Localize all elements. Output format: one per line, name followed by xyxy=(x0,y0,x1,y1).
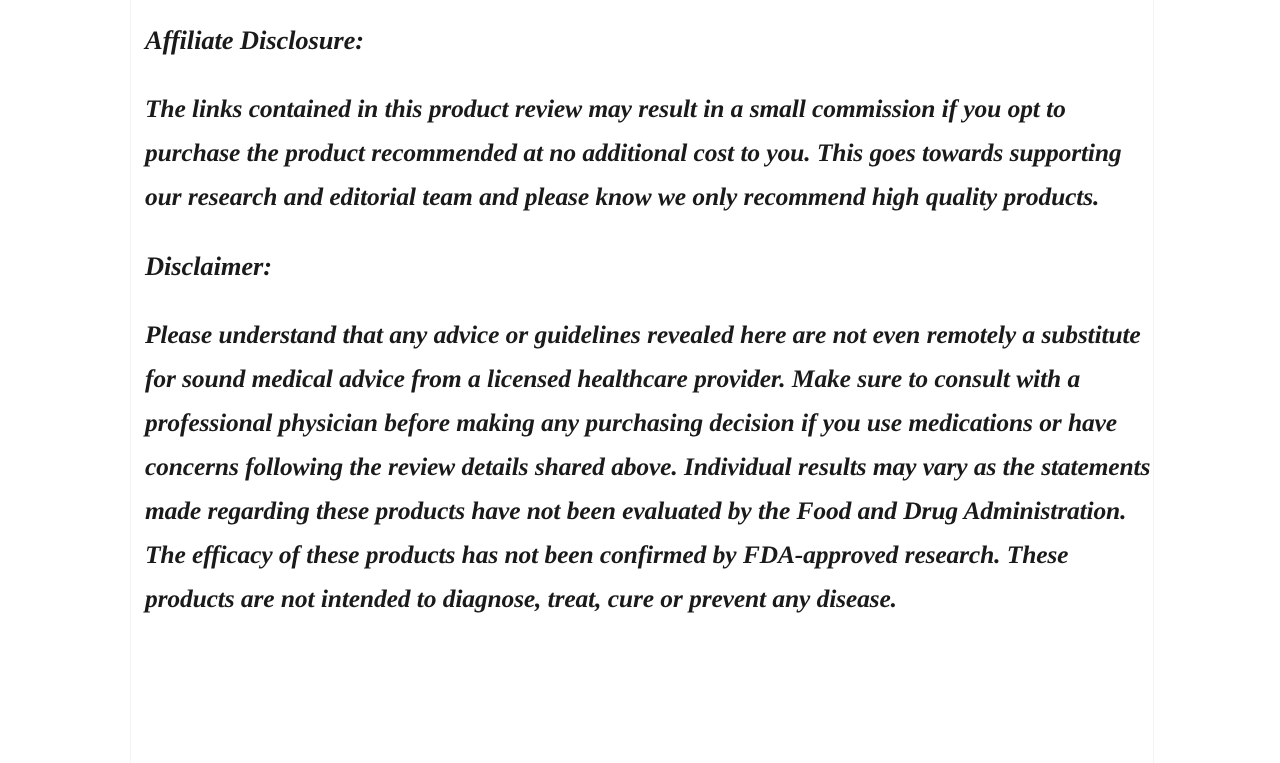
affiliate-disclosure-paragraph: The links contained in this product revi… xyxy=(145,94,1122,211)
spacer xyxy=(145,288,1153,313)
spacer xyxy=(145,62,1153,87)
affiliate-disclosure-heading: Affiliate Disclosure: xyxy=(145,25,364,55)
disclaimer-heading: Disclaimer: xyxy=(145,251,272,281)
disclaimer-paragraph: Please understand that any advice or gui… xyxy=(145,320,1151,613)
disclosure-article: Affiliate Disclosure: The links containe… xyxy=(145,0,1153,621)
column-rule-right xyxy=(1153,0,1154,763)
column-rule-left xyxy=(130,0,131,763)
spacer xyxy=(145,219,1153,244)
